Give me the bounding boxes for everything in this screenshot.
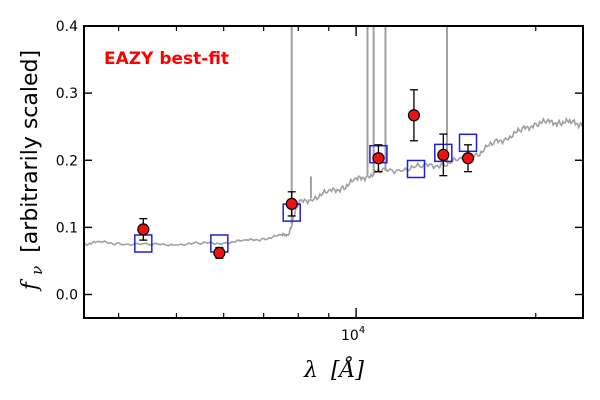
observed-point: [437, 148, 450, 161]
axis-ticks: 0.0 0.1 0.2 0.3 0.4 104: [56, 19, 583, 344]
template-continuum-line: [84, 116, 583, 247]
y-tick-label: 0.3: [56, 86, 78, 102]
observed-photometry-series: [137, 89, 475, 259]
observed-point: [407, 109, 421, 122]
model-point: [406, 159, 426, 179]
y-tick-label: 0.0: [56, 288, 78, 304]
x-axis-label: λ [Å]: [303, 355, 364, 383]
y-tick-label: 0.4: [56, 19, 78, 35]
y-tick-label: 0.2: [56, 153, 78, 169]
observed-point: [461, 152, 475, 165]
observed-point: [285, 197, 298, 210]
y-tick-label: 0.1: [56, 220, 78, 236]
y-axis-label: f ν [arbitrarily scaled]: [18, 50, 48, 292]
x-tick-label: 104: [341, 325, 365, 344]
observed-point: [213, 246, 226, 259]
plot-frame: [83, 25, 584, 319]
annotation-label: EAZY best-fit: [104, 49, 229, 69]
observed-point: [372, 152, 385, 165]
observed-point: [137, 223, 150, 236]
model-photometry-series: [134, 133, 478, 253]
